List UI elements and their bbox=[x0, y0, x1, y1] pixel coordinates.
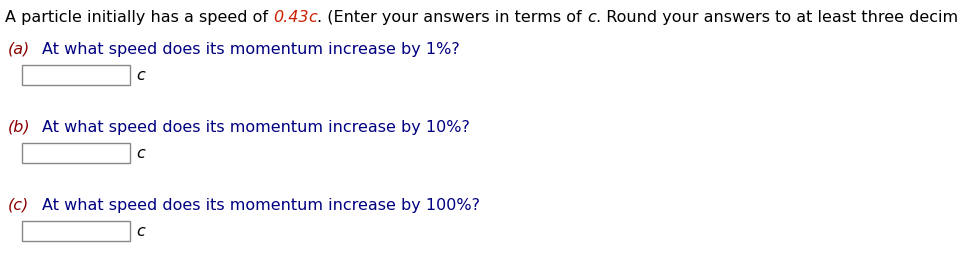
Text: A particle initially has a speed of: A particle initially has a speed of bbox=[5, 10, 273, 25]
Text: c: c bbox=[136, 68, 145, 83]
Bar bbox=[22, 221, 130, 241]
Text: (b): (b) bbox=[8, 120, 31, 135]
Text: c: c bbox=[136, 146, 145, 161]
Text: (a): (a) bbox=[8, 42, 31, 57]
Bar bbox=[22, 143, 130, 163]
Text: c: c bbox=[588, 10, 596, 25]
Text: At what speed does its momentum increase by 100%?: At what speed does its momentum increase… bbox=[42, 198, 480, 213]
Text: At what speed does its momentum increase by 1%?: At what speed does its momentum increase… bbox=[42, 42, 459, 57]
Text: . (Enter your answers in terms of: . (Enter your answers in terms of bbox=[318, 10, 588, 25]
Text: 0.43: 0.43 bbox=[273, 10, 308, 25]
Text: . Round your answers to at least three decimal places.): . Round your answers to at least three d… bbox=[596, 10, 957, 25]
Text: c: c bbox=[136, 224, 145, 239]
Text: c: c bbox=[308, 10, 318, 25]
Text: (c): (c) bbox=[8, 198, 30, 213]
Text: At what speed does its momentum increase by 10%?: At what speed does its momentum increase… bbox=[42, 120, 470, 135]
Bar bbox=[22, 65, 130, 85]
